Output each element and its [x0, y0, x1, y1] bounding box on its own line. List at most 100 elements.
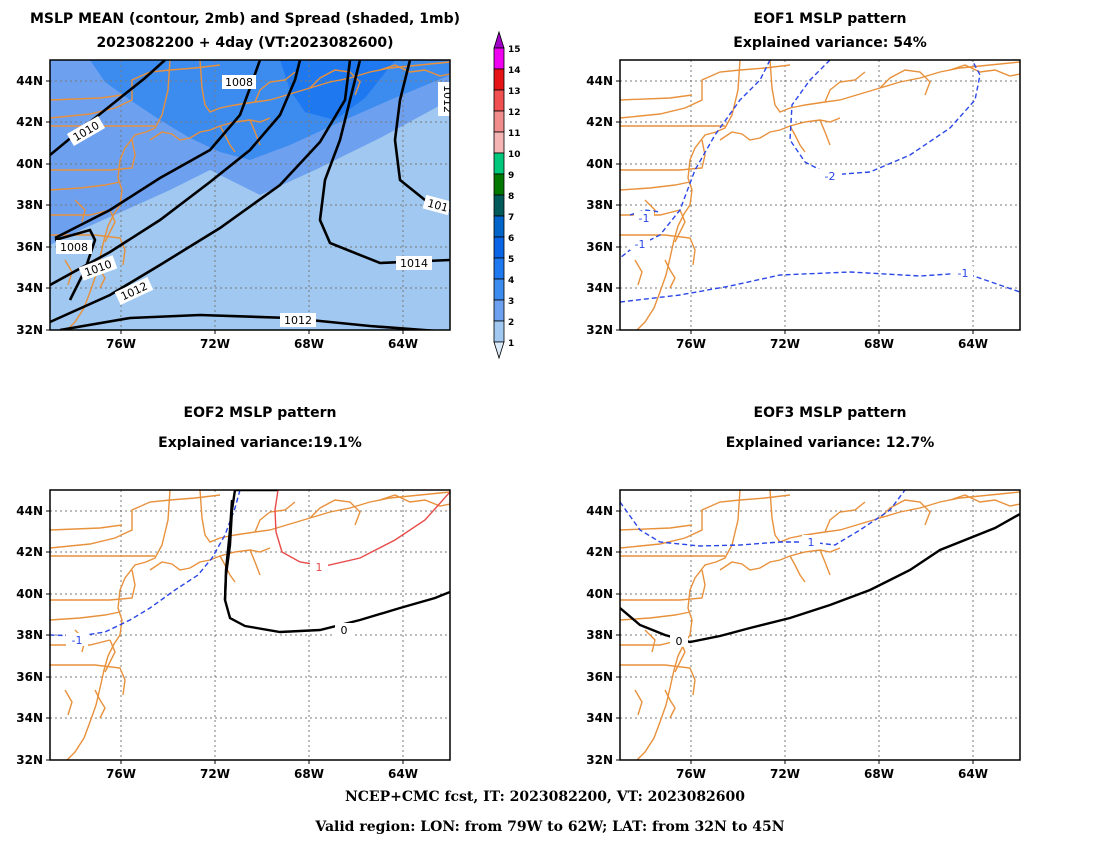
- lon-tick-label: 72W: [770, 337, 800, 351]
- map-frame: [619, 59, 1021, 331]
- contour-label: -2: [825, 170, 836, 183]
- eof2-title-line1: EOF2 MSLP pattern: [184, 405, 337, 421]
- colorbar-cell: [493, 320, 505, 343]
- lat-tick-label: 32N: [16, 323, 43, 337]
- map-frame: [619, 489, 1021, 761]
- lon-tick-label: 76W: [106, 337, 136, 351]
- eof1-title-line1: EOF1 MSLP pattern: [754, 11, 907, 27]
- contour-label: -1: [72, 634, 83, 647]
- eof3-panel: 1 0: [615, 489, 1021, 765]
- colorbar-cell: [493, 131, 505, 154]
- footer-line2: Valid region: LON: from 79W to 62W; LAT:…: [314, 819, 784, 835]
- eof2-contours: [50, 490, 450, 637]
- lon-tick-label: 64W: [958, 767, 988, 781]
- colorbar: 15 14 13 12 11 10 9 8 7 6 5 4 3 2 1: [493, 30, 521, 360]
- lat-tick-label: 34N: [16, 711, 43, 725]
- lat-tick-label: 38N: [586, 628, 613, 642]
- contour-label: 1014: [400, 257, 428, 270]
- lon-tick-label: 64W: [388, 337, 418, 351]
- eof3-title-line2: Explained variance: 12.7%: [726, 435, 935, 451]
- colorbar-cell: [493, 89, 505, 112]
- eof3-title-line1: EOF3 MSLP pattern: [754, 405, 907, 421]
- colorbar-label: 6: [508, 234, 514, 244]
- colorbar-label: 2: [508, 318, 514, 328]
- lat-tick-label: 36N: [586, 670, 613, 684]
- lat-tick-label: 38N: [586, 198, 613, 212]
- lat-tick-label: 40N: [16, 587, 43, 601]
- lat-tick-label: 32N: [586, 753, 613, 767]
- lon-tick-label: 64W: [388, 767, 418, 781]
- lat-tick-label: 44N: [586, 74, 613, 88]
- contour-label: 1008: [225, 76, 253, 89]
- colorbar-cell: [493, 30, 505, 49]
- colorbar-cell: [493, 47, 505, 70]
- colorbar-label: 10: [508, 150, 521, 160]
- colorbar-cell: [493, 215, 505, 238]
- eof2-panel: 1 0 -1: [45, 489, 451, 765]
- contour-label: -1: [635, 238, 646, 251]
- lat-tick-label: 38N: [16, 628, 43, 642]
- lat-tick-label: 36N: [586, 240, 613, 254]
- lon-tick-label: 76W: [106, 767, 136, 781]
- lat-tick-label: 34N: [586, 711, 613, 725]
- contour-label: -1: [639, 212, 650, 225]
- contour-label: 1008: [60, 241, 88, 254]
- colorbar-label: 8: [508, 192, 514, 202]
- map-frame: [49, 59, 451, 331]
- colorbar-cell: [493, 236, 505, 259]
- eof2-contour-labels: 1 0 -1: [66, 560, 353, 647]
- contour-label: -1: [958, 267, 969, 280]
- colorbar-cell: [493, 194, 505, 217]
- colorbar-cell: [493, 257, 505, 280]
- colorbar-label: 1: [508, 339, 514, 349]
- colorbar-label: 11: [508, 129, 521, 139]
- lat-tick-label: 40N: [586, 587, 613, 601]
- footer-line1: NCEP+CMC fcst, IT: 2023082200, VT: 20230…: [345, 789, 745, 805]
- colorbar-label: 12: [508, 108, 521, 118]
- eof1-panel: -2 -1 -1 -1: [615, 59, 1021, 335]
- colorbar-label: 14: [508, 66, 521, 76]
- lat-tick-label: 44N: [16, 74, 43, 88]
- lat-tick-label: 42N: [586, 545, 613, 559]
- lat-tick-label: 32N: [16, 753, 43, 767]
- lat-tick-label: 42N: [16, 115, 43, 129]
- lat-tick-label: 42N: [586, 115, 613, 129]
- eof1-contour-labels: -2 -1 -1 -1: [630, 169, 973, 280]
- lon-tick-label: 72W: [200, 337, 230, 351]
- lon-tick-label: 64W: [958, 337, 988, 351]
- colorbar-cell: [493, 341, 505, 360]
- lat-tick-label: 42N: [16, 545, 43, 559]
- lon-tick-label: 68W: [294, 337, 324, 351]
- lat-tick-label: 38N: [16, 198, 43, 212]
- lon-tick-label: 68W: [864, 767, 894, 781]
- lon-tick-label: 72W: [770, 767, 800, 781]
- contour-label: 0: [676, 635, 683, 648]
- lat-tick-label: 40N: [16, 157, 43, 171]
- lat-tick-label: 44N: [16, 504, 43, 518]
- colorbar-label: 15: [508, 45, 521, 55]
- colorbar-label: 3: [508, 297, 514, 307]
- map-frame: [49, 489, 451, 761]
- contour-label: 101: [426, 197, 450, 215]
- colorbar-label: 4: [508, 276, 514, 286]
- lat-tick-label: 34N: [586, 281, 613, 295]
- contour-label: 1: [808, 536, 815, 549]
- lat-tick-label: 36N: [16, 670, 43, 684]
- lat-tick-label: 34N: [16, 281, 43, 295]
- colorbar-cell: [493, 278, 505, 301]
- contour-label: 1012: [284, 314, 312, 327]
- lat-tick-label: 40N: [586, 157, 613, 171]
- colorbar-label: 13: [508, 87, 521, 97]
- colorbar-label: 9: [508, 171, 514, 181]
- lat-tick-label: 44N: [586, 504, 613, 518]
- colorbar-cell: [493, 299, 505, 322]
- colorbar-label: 5: [508, 255, 514, 265]
- lon-tick-label: 76W: [676, 337, 706, 351]
- lon-tick-label: 72W: [200, 767, 230, 781]
- eof1-title-line2: Explained variance: 54%: [733, 35, 926, 51]
- lon-tick-label: 68W: [294, 767, 324, 781]
- mean-panel: 1008 1010 1008 1010 1012 1012 1014 101 1…: [45, 59, 451, 335]
- lon-tick-label: 68W: [864, 337, 894, 351]
- eof3-contour-labels: 1 0: [670, 535, 820, 648]
